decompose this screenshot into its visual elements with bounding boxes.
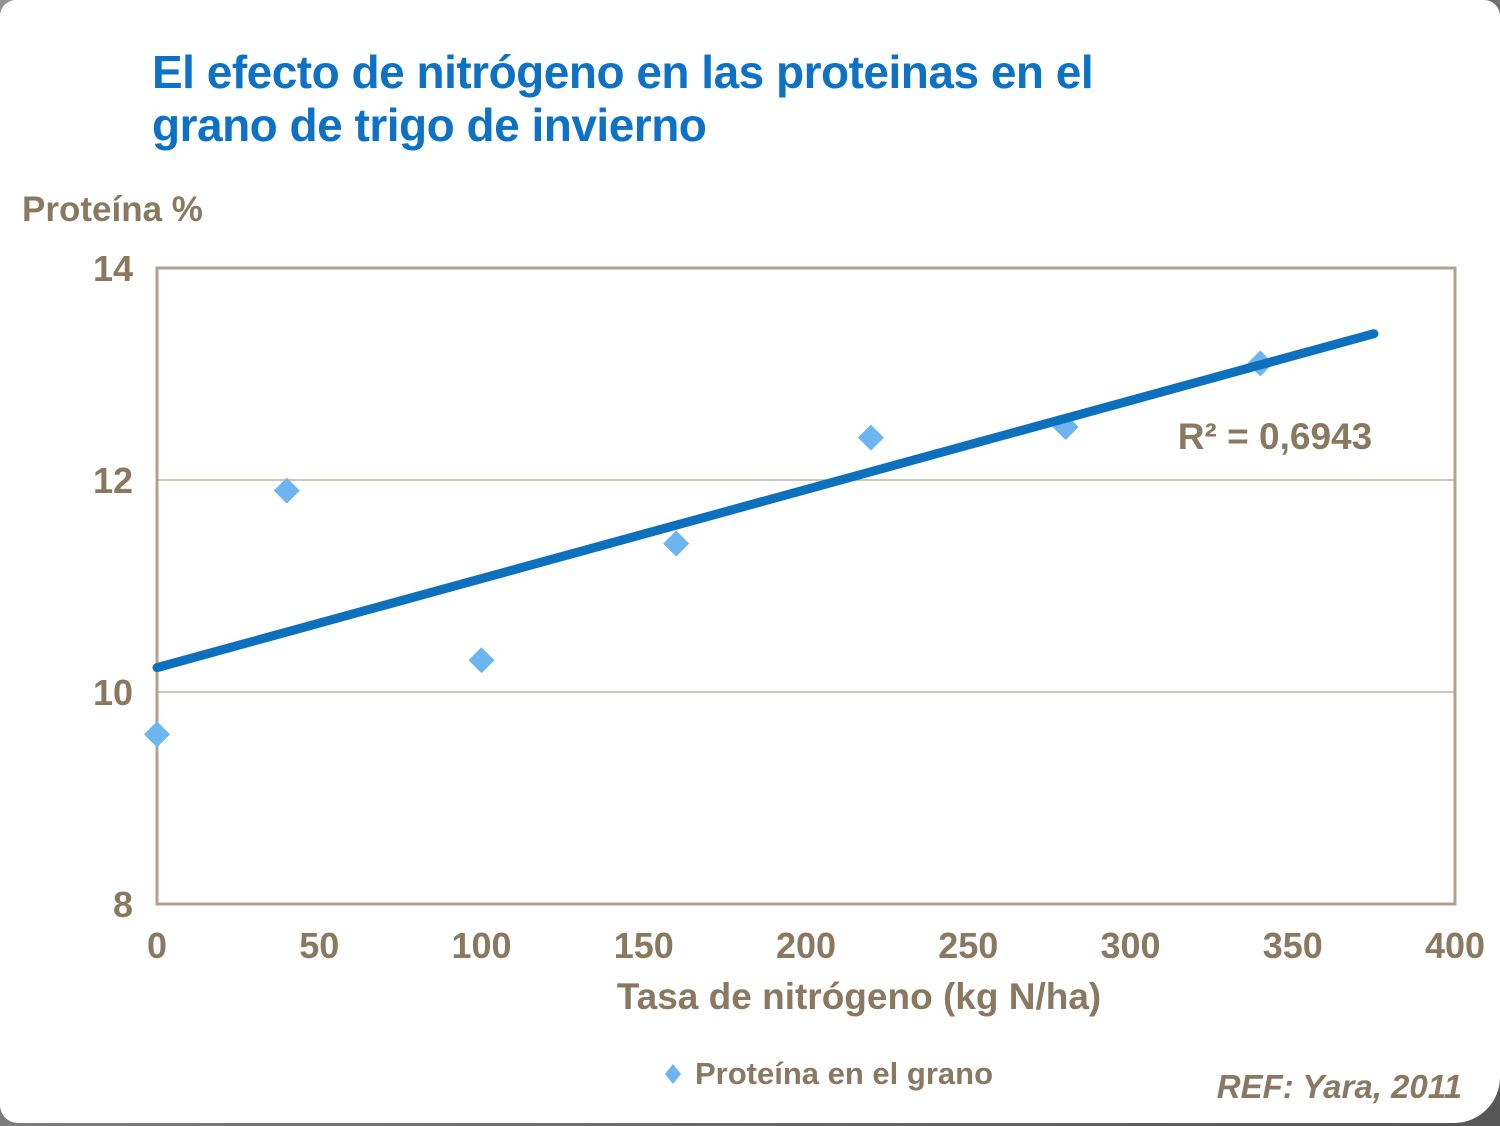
y-tick-label: 12 [93, 460, 133, 501]
x-tick-label: 0 [147, 925, 167, 966]
legend-label: Proteína en el grano [695, 1056, 994, 1091]
x-tick-label: 300 [1100, 925, 1160, 966]
data-point [273, 477, 300, 504]
x-tick-label: 50 [299, 925, 339, 966]
r-squared-annotation: R² = 0,6943 [1177, 416, 1373, 457]
chart-title: El efecto de nitrógeno en las proteinas … [152, 46, 1352, 152]
x-tick-label: 250 [938, 925, 998, 966]
legend-diamond-icon [665, 1064, 681, 1084]
plot-frame [155, 266, 1457, 906]
x-tick-label: 200 [776, 925, 836, 966]
x-tick-label: 400 [1425, 925, 1485, 966]
data-point [144, 721, 170, 748]
x-tick-label: 100 [451, 925, 511, 966]
y-axis-title: Proteína % [22, 190, 203, 229]
x-tick-label: 150 [614, 925, 674, 966]
reference-text: REF: Yara, 2011 [1216, 1068, 1462, 1105]
data-point [663, 530, 690, 557]
chart-title-line-2: grano de trigo de invierno [152, 99, 707, 151]
data-point [857, 424, 884, 451]
data-point [468, 647, 495, 674]
legend: Proteína en el grano [664, 1056, 993, 1092]
y-tick-label: 10 [93, 672, 133, 713]
x-tick-label: 350 [1263, 925, 1323, 966]
y-tick-label: 8 [113, 884, 133, 925]
chart-title-line-1: El efecto de nitrógeno en las proteinas … [152, 46, 1094, 98]
trend-line [152, 329, 1379, 673]
y-tick-label: 14 [93, 248, 133, 289]
x-axis-title: Tasa de nitrógeno (kg N/ha) [616, 976, 1102, 1017]
